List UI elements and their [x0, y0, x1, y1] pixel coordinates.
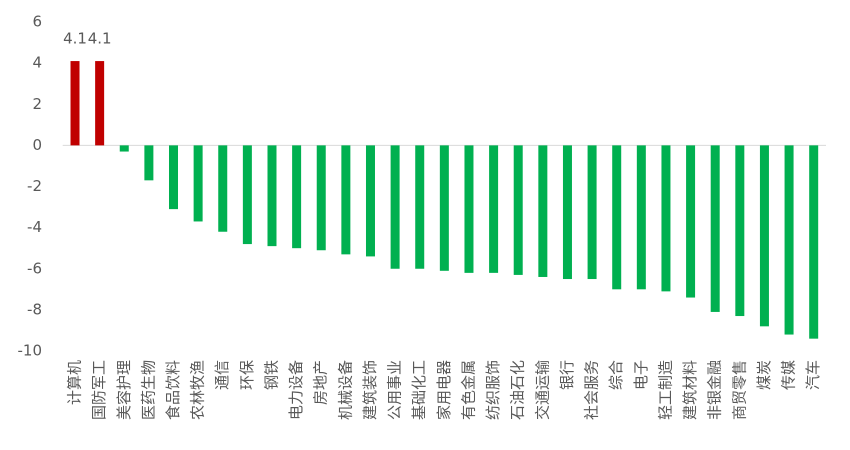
bar	[587, 145, 597, 280]
x-tick-label: 建筑装饰	[361, 360, 379, 420]
bar	[538, 145, 548, 277]
x-tick-label: 社会服务	[583, 360, 601, 420]
y-tick-label: -4	[27, 218, 42, 236]
x-tick-label: 综合	[607, 360, 625, 390]
data-label: 4.1	[63, 30, 87, 48]
y-tick-label: -8	[27, 300, 42, 318]
x-tick-label: 国防军工	[90, 360, 108, 420]
x-tick-label: 食品饮料	[164, 360, 182, 420]
x-tick-label: 商贸零售	[730, 360, 748, 420]
bar	[144, 145, 154, 181]
x-tick-label: 建筑材料	[681, 360, 699, 420]
x-tick-label: 交通运输	[533, 360, 551, 420]
bar	[661, 145, 671, 292]
bar	[119, 145, 129, 152]
bar	[390, 145, 400, 269]
bar	[95, 61, 105, 146]
bar	[710, 145, 720, 312]
y-tick-label: 0	[32, 136, 42, 154]
x-tick-label: 环保	[238, 360, 256, 390]
bar	[292, 145, 302, 249]
x-tick-label: 煤炭	[755, 360, 773, 390]
bar	[759, 145, 769, 327]
bar	[267, 145, 277, 247]
bar	[686, 145, 696, 298]
x-tick-label: 纺织服饰	[484, 360, 502, 420]
bar	[784, 145, 794, 335]
x-tick-label: 电力设备	[287, 360, 305, 420]
bar	[636, 145, 646, 290]
bar	[365, 145, 375, 257]
y-tick-label: 2	[32, 95, 42, 113]
bar	[218, 145, 228, 232]
x-tick-label: 非银金融	[706, 360, 724, 420]
x-tick-label: 机械设备	[336, 360, 354, 420]
bar	[193, 145, 203, 222]
bar	[169, 145, 179, 210]
y-tick-label: 4	[32, 54, 42, 72]
x-tick-label: 家用电器	[435, 360, 453, 420]
x-tick-label: 电子	[632, 360, 650, 390]
y-tick-label: -6	[27, 259, 42, 277]
bar	[70, 61, 80, 146]
x-tick-label: 银行	[558, 360, 576, 390]
bar	[464, 145, 474, 273]
x-tick-label: 通信	[213, 360, 231, 390]
y-tick-label: -2	[27, 177, 42, 195]
x-tick-label: 轻工制造	[656, 360, 674, 420]
bar	[341, 145, 351, 255]
bar	[439, 145, 449, 271]
bar	[809, 145, 819, 339]
bar	[612, 145, 622, 290]
x-tick-label: 美容护理	[115, 360, 133, 420]
y-tick-label: 6	[32, 13, 42, 31]
bar	[316, 145, 326, 251]
x-tick-label: 农林牧渔	[189, 360, 207, 420]
x-tick-label: 有色金属	[459, 360, 477, 420]
data-label: 4.1	[88, 30, 112, 48]
bar	[489, 145, 499, 273]
bar	[415, 145, 425, 269]
x-tick-label: 石油石化	[509, 360, 527, 420]
x-tick-label: 传媒	[780, 360, 798, 390]
x-tick-label: 公用事业	[386, 360, 404, 420]
x-tick-label: 钢铁	[262, 360, 280, 390]
bar	[562, 145, 572, 280]
bar	[513, 145, 523, 275]
y-tick-label: -10	[18, 342, 43, 360]
x-tick-label: 房地产	[312, 360, 330, 405]
x-tick-label: 基础化工	[410, 360, 428, 420]
bar	[242, 145, 252, 245]
x-tick-label: 计算机	[66, 360, 84, 405]
x-tick-label: 医药生物	[139, 360, 157, 420]
bar	[735, 145, 745, 317]
x-tick-label: 汽车	[804, 360, 822, 390]
